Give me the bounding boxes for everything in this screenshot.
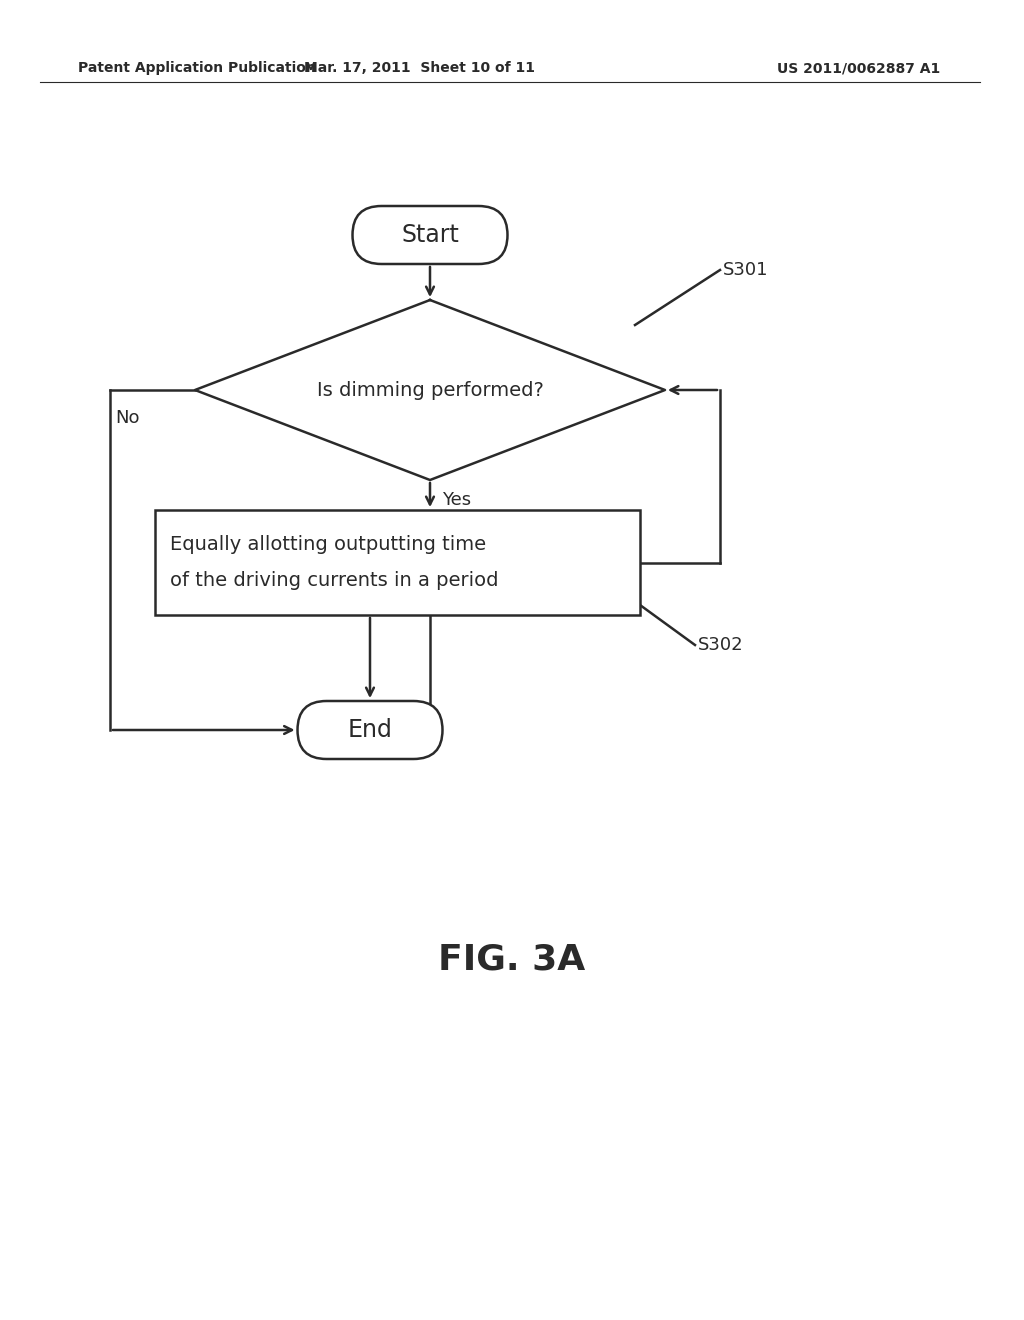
Text: No: No <box>115 409 139 426</box>
Text: US 2011/0062887 A1: US 2011/0062887 A1 <box>777 61 940 75</box>
Text: Mar. 17, 2011  Sheet 10 of 11: Mar. 17, 2011 Sheet 10 of 11 <box>304 61 536 75</box>
Text: Start: Start <box>401 223 459 247</box>
Text: S302: S302 <box>698 636 743 653</box>
Text: FIG. 3A: FIG. 3A <box>438 942 586 977</box>
Text: Equally allotting outputting time: Equally allotting outputting time <box>170 535 486 554</box>
Text: of the driving currents in a period: of the driving currents in a period <box>170 572 499 590</box>
Text: End: End <box>347 718 392 742</box>
Text: Is dimming performed?: Is dimming performed? <box>316 380 544 400</box>
FancyBboxPatch shape <box>298 701 442 759</box>
Text: Yes: Yes <box>442 491 471 510</box>
Text: Patent Application Publication: Patent Application Publication <box>78 61 315 75</box>
Bar <box>155 510 640 615</box>
Text: S301: S301 <box>723 261 768 279</box>
FancyBboxPatch shape <box>352 206 508 264</box>
